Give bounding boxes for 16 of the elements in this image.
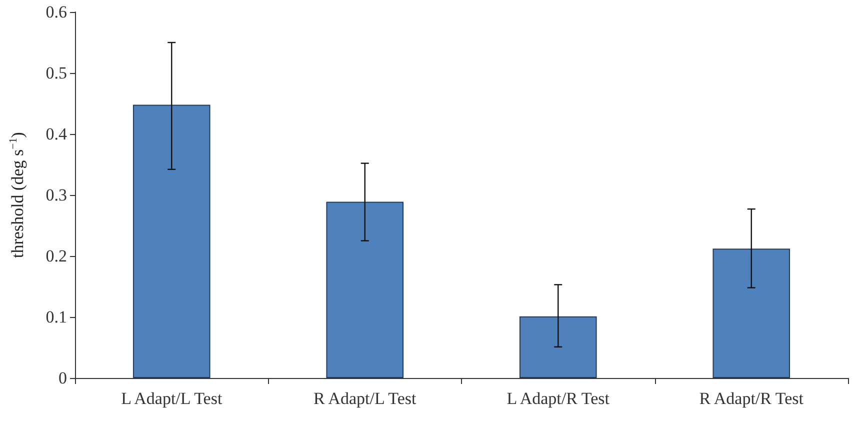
x-tick-label: L Adapt/R Test — [506, 389, 610, 408]
y-tick-label: 0 — [58, 368, 67, 388]
bar — [712, 248, 790, 378]
bar — [326, 202, 404, 378]
y-tick-label: 0.2 — [46, 246, 67, 266]
y-tick-label: 0.3 — [46, 186, 67, 204]
y-axis-title: threshold (deg s−1) — [8, 132, 27, 258]
bar — [519, 316, 597, 378]
x-tick-label: R Adapt/R Test — [699, 389, 804, 408]
y-tick-label: 0.5 — [46, 64, 67, 82]
y-tick-label: 0.1 — [46, 308, 67, 326]
x-tick-label: L Adapt/L Test — [121, 389, 222, 408]
y-tick-label: 0.4 — [46, 124, 68, 144]
y-tick-label: 0.6 — [46, 2, 67, 22]
x-tick-label: R Adapt/L Test — [314, 389, 416, 408]
bar — [132, 104, 210, 378]
